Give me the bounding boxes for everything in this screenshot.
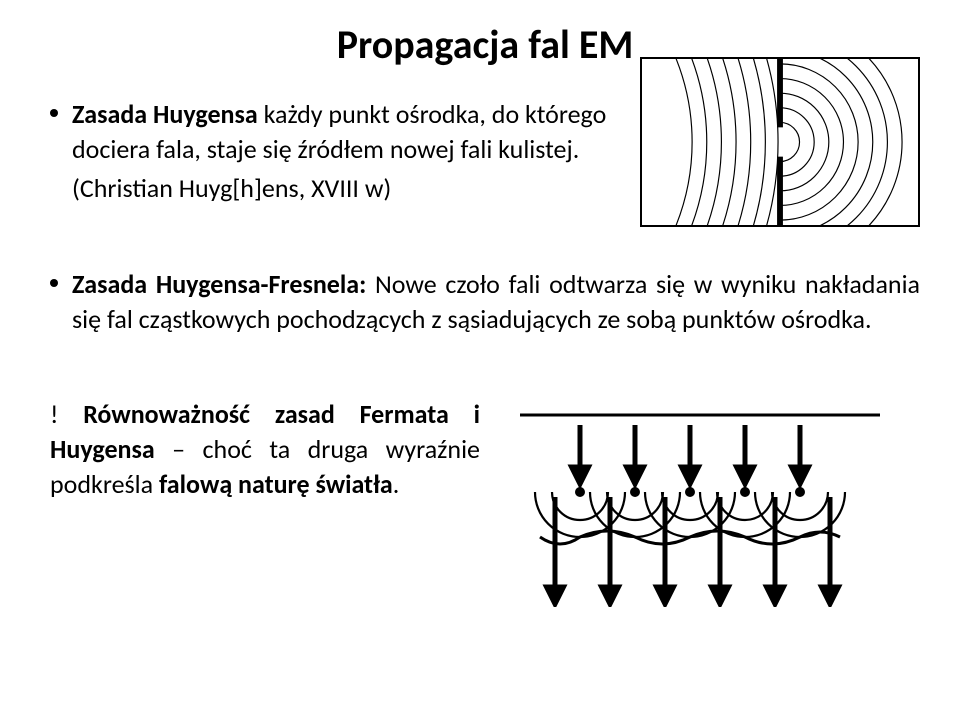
- bullet-3-end: .: [393, 468, 400, 500]
- bullet-3-bold2: falową naturę światła: [153, 468, 393, 500]
- bullet-dot: [50, 109, 58, 117]
- bullet-3-text: ! Równoważność zasad Fermata i Huygensa …: [50, 397, 480, 502]
- bullet-1: Zasada Huygensa każdy punkt ośrodka, do …: [50, 97, 620, 167]
- bullet-1-text: Zasada Huygensa każdy punkt ośrodka, do …: [72, 97, 620, 167]
- figure-huygens-wavelets: [510, 397, 890, 607]
- figure-slit-diffraction: [640, 57, 920, 227]
- bullet-2: Zasada Huygensa-Fresnela: Nowe czoło fal…: [50, 267, 920, 337]
- bullet-1-bold: Zasada Huygensa: [72, 98, 258, 130]
- bullet-dot: [50, 279, 58, 287]
- bullet-1-after: (Christian Huyg[h]ens, XVIII w): [72, 171, 620, 206]
- bullet-2-bold: Zasada Huygensa-Fresnela:: [72, 268, 366, 300]
- bullet-2-text: Zasada Huygensa-Fresnela: Nowe czoło fal…: [72, 267, 920, 337]
